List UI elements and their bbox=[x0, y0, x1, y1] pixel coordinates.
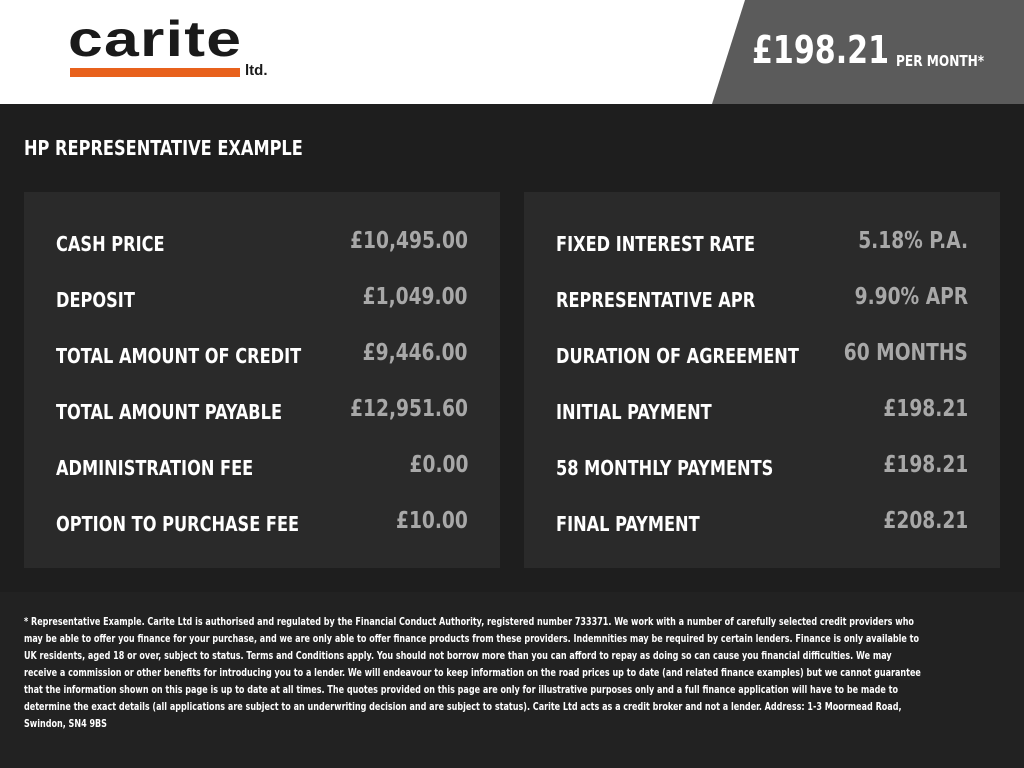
finance-row: DURATION OF AGREEMENT 60 MONTHS bbox=[556, 340, 968, 370]
logo-suffix: ltd. bbox=[245, 62, 268, 79]
finance-row: OPTION TO PURCHASE FEE £10.00 bbox=[56, 508, 468, 538]
finance-row: TOTAL AMOUNT OF CREDIT £9,446.00 bbox=[56, 340, 468, 370]
finance-row: REPRESENTATIVE APR 9.90% APR bbox=[556, 284, 968, 314]
finance-label: INITIAL PAYMENT bbox=[556, 400, 712, 424]
monthly-price-box bbox=[712, 0, 1024, 104]
logo-underline bbox=[70, 68, 240, 77]
finance-label: 58 MONTHLY PAYMENTS bbox=[556, 456, 774, 480]
monthly-price: £198.21 bbox=[752, 28, 890, 72]
finance-value: £9,446.00 bbox=[363, 340, 468, 366]
finance-value: 60 MONTHS bbox=[843, 340, 968, 366]
finance-label: REPRESENTATIVE APR bbox=[556, 288, 756, 312]
finance-value: £0.00 bbox=[409, 452, 468, 478]
finance-value: £12,951.60 bbox=[350, 396, 468, 422]
finance-label: DURATION OF AGREEMENT bbox=[556, 344, 799, 368]
finance-label: DEPOSIT bbox=[56, 288, 135, 312]
page-title: HP REPRESENTATIVE EXAMPLE bbox=[24, 136, 303, 160]
finance-row: TOTAL AMOUNT PAYABLE £12,951.60 bbox=[56, 396, 468, 426]
finance-value: £10.00 bbox=[396, 508, 468, 534]
finance-label: OPTION TO PURCHASE FEE bbox=[56, 512, 300, 536]
finance-value: 5.18% P.A. bbox=[858, 228, 968, 254]
logo-wordmark: carite bbox=[68, 11, 243, 67]
disclaimer-text: * Representative Example. Carite Ltd is … bbox=[24, 616, 921, 730]
finance-panel-right: FIXED INTEREST RATE 5.18% P.A. REPRESENTAT… bbox=[524, 192, 1000, 568]
finance-label: FINAL PAYMENT bbox=[556, 512, 700, 536]
footer: * Representative Example. Carite Ltd is … bbox=[0, 592, 1024, 768]
finance-row: 58 MONTHLY PAYMENTS £198.21 bbox=[556, 452, 968, 482]
finance-label: ADMINISTRATION FEE bbox=[56, 456, 254, 480]
finance-row: CASH PRICE £10,495.00 bbox=[56, 228, 468, 258]
finance-row: ADMINISTRATION FEE £0.00 bbox=[56, 452, 468, 482]
finance-row: FIXED INTEREST RATE 5.18% P.A. bbox=[556, 228, 968, 258]
finance-value: £1,049.00 bbox=[363, 284, 468, 310]
finance-label: CASH PRICE bbox=[56, 232, 165, 256]
carite-logo: carite ltd. bbox=[68, 11, 278, 82]
finance-value: 9.90% APR bbox=[854, 284, 968, 310]
finance-label: TOTAL AMOUNT OF CREDIT bbox=[56, 344, 302, 368]
finance-row: INITIAL PAYMENT £198.21 bbox=[556, 396, 968, 426]
finance-value: £10,495.00 bbox=[350, 228, 468, 254]
finance-value: £198.21 bbox=[883, 396, 968, 422]
per-month-label: PER MONTH* bbox=[896, 52, 985, 70]
finance-row: DEPOSIT £1,049.00 bbox=[56, 284, 468, 314]
finance-label: FIXED INTEREST RATE bbox=[556, 232, 756, 256]
finance-panel-left: CASH PRICE £10,495.00 DEPOSIT £1,049.00 TOTA… bbox=[24, 192, 500, 568]
finance-row: FINAL PAYMENT £208.21 bbox=[556, 508, 968, 538]
finance-value: £208.21 bbox=[883, 508, 968, 534]
finance-label: TOTAL AMOUNT PAYABLE bbox=[56, 400, 283, 424]
finance-value: £198.21 bbox=[883, 452, 968, 478]
